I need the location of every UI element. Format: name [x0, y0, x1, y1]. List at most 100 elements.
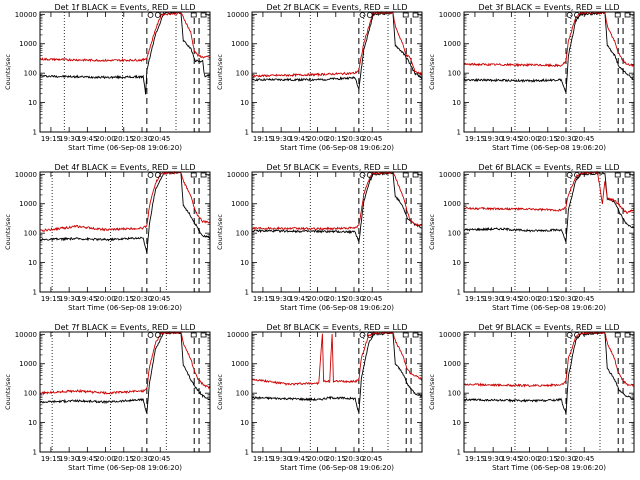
plot-frame — [463, 331, 635, 453]
x-tick-label: 20:15 — [114, 135, 134, 143]
y-tick-label: 1000 — [443, 40, 461, 48]
panel-title: Det 1f BLACK = Events, RED = LLD — [54, 3, 195, 12]
x-tick-label: 19:45 — [289, 455, 309, 463]
x-tick-label: 20:30 — [556, 455, 576, 463]
plot-frame — [463, 11, 635, 133]
x-axis-label: Start Time (06-Sep-08 19:06:20) — [280, 144, 394, 152]
y-tick-label: 1 — [33, 289, 37, 297]
y-axis-label: Counts/sec — [4, 214, 12, 250]
events-series-line — [463, 331, 635, 415]
y-tick-label: 10 — [240, 99, 249, 107]
x-tick-label: 19:15 — [253, 135, 273, 143]
plot-frame — [251, 11, 423, 133]
marker-square — [412, 12, 419, 18]
lld-series-line — [463, 331, 635, 388]
marker-square — [624, 12, 631, 18]
x-tick-label: 19:30 — [271, 295, 291, 303]
lld-series-line — [251, 330, 423, 386]
x-tick-label: 19:45 — [289, 135, 309, 143]
y-tick-label: 10000 — [227, 11, 249, 19]
x-tick-label: 20:45 — [574, 135, 594, 143]
x-tick-label: 19:45 — [77, 135, 97, 143]
x-tick-label: 19:15 — [41, 455, 61, 463]
x-tick-label: 20:45 — [574, 455, 594, 463]
x-tick-label: 20:15 — [326, 295, 346, 303]
lld-series-line — [39, 331, 211, 396]
marker-circle — [359, 12, 366, 18]
y-tick-label: 100 — [24, 230, 37, 238]
x-tick-label: 19:15 — [253, 295, 273, 303]
x-tick-label: 20:00 — [307, 295, 327, 303]
events-series-line — [463, 171, 635, 243]
y-tick-label: 1000 — [231, 360, 249, 368]
y-tick-label: 1000 — [19, 40, 37, 48]
x-tick-label: 20:15 — [538, 455, 558, 463]
panel-title: Det 8f BLACK = Events, RED = LLD — [266, 323, 407, 332]
x-axis-label: Start Time (06-Sep-08 19:06:20) — [68, 304, 182, 312]
y-axis-label: Counts/sec — [216, 374, 224, 410]
x-tick-label: 19:45 — [77, 455, 97, 463]
y-axis-label: Counts/sec — [216, 214, 224, 250]
lld-series-line — [39, 171, 211, 232]
y-tick-label: 1 — [245, 449, 249, 457]
x-tick-label: 20:45 — [574, 295, 594, 303]
detector-panel: Det 6f BLACK = Events, RED = LLD Counts/s… — [428, 163, 635, 312]
panel-title: Det 4f BLACK = Events, RED = LLD — [54, 163, 195, 172]
y-tick-label: 1000 — [19, 200, 37, 208]
y-axis-label: Counts/sec — [4, 374, 12, 410]
x-tick-label: 20:30 — [132, 455, 152, 463]
x-tick-label: 19:30 — [483, 455, 503, 463]
plot-frame — [39, 171, 211, 293]
marker-square — [614, 332, 621, 338]
x-axis-label: Start Time (06-Sep-08 19:06:20) — [68, 464, 182, 472]
detector-panel: Det 4f BLACK = Events, RED = LLD Counts/s… — [4, 163, 211, 312]
detector-panel: Det 7f BLACK = Events, RED = LLD Counts/s… — [4, 323, 211, 472]
y-tick-label: 10 — [452, 99, 461, 107]
x-axis-label: Start Time (06-Sep-08 19:06:20) — [492, 304, 606, 312]
y-tick-label: 1 — [457, 289, 461, 297]
y-tick-label: 1 — [457, 129, 461, 137]
panel-title: Det 5f BLACK = Events, RED = LLD — [266, 163, 407, 172]
detector-panel: Det 2f BLACK = Events, RED = LLD Counts/s… — [216, 3, 423, 152]
y-tick-label: 10 — [28, 419, 37, 427]
x-tick-label: 20:00 — [95, 135, 115, 143]
x-tick-label: 20:30 — [556, 135, 576, 143]
x-tick-label: 20:15 — [538, 295, 558, 303]
y-tick-label: 100 — [24, 390, 37, 398]
y-axis-label: Counts/sec — [428, 54, 436, 90]
x-tick-label: 19:15 — [465, 135, 485, 143]
y-tick-label: 1 — [457, 449, 461, 457]
y-tick-label: 10000 — [15, 171, 37, 179]
x-tick-label: 20:15 — [114, 455, 134, 463]
x-tick-label: 19:45 — [77, 295, 97, 303]
y-tick-label: 1000 — [231, 200, 249, 208]
marker-square — [412, 172, 419, 178]
x-tick-label: 19:45 — [289, 295, 309, 303]
x-tick-label: 20:00 — [519, 135, 539, 143]
y-tick-label: 10 — [240, 259, 249, 267]
panel-title: Det 6f BLACK = Events, RED = LLD — [478, 163, 619, 172]
marker-square — [200, 12, 207, 18]
x-axis-label: Start Time (06-Sep-08 19:06:20) — [492, 144, 606, 152]
marker-circle — [566, 12, 573, 18]
y-tick-label: 1 — [33, 129, 37, 137]
y-axis-label: Counts/sec — [4, 54, 12, 90]
lld-series-line — [251, 171, 423, 232]
x-tick-label: 19:30 — [59, 455, 79, 463]
marker-circle — [147, 12, 154, 18]
x-tick-label: 20:00 — [307, 135, 327, 143]
y-tick-label: 10000 — [15, 11, 37, 19]
y-tick-label: 1 — [33, 449, 37, 457]
plot-frame — [463, 171, 635, 293]
x-axis-label: Start Time (06-Sep-08 19:06:20) — [280, 304, 394, 312]
x-tick-label: 20:30 — [344, 135, 364, 143]
x-tick-label: 20:15 — [114, 295, 134, 303]
x-tick-label: 20:30 — [132, 295, 152, 303]
marker-square — [190, 332, 197, 338]
marker-circle — [566, 172, 573, 178]
lld-series-line — [39, 11, 211, 63]
y-tick-label: 100 — [24, 70, 37, 78]
events-series-line — [251, 331, 423, 413]
